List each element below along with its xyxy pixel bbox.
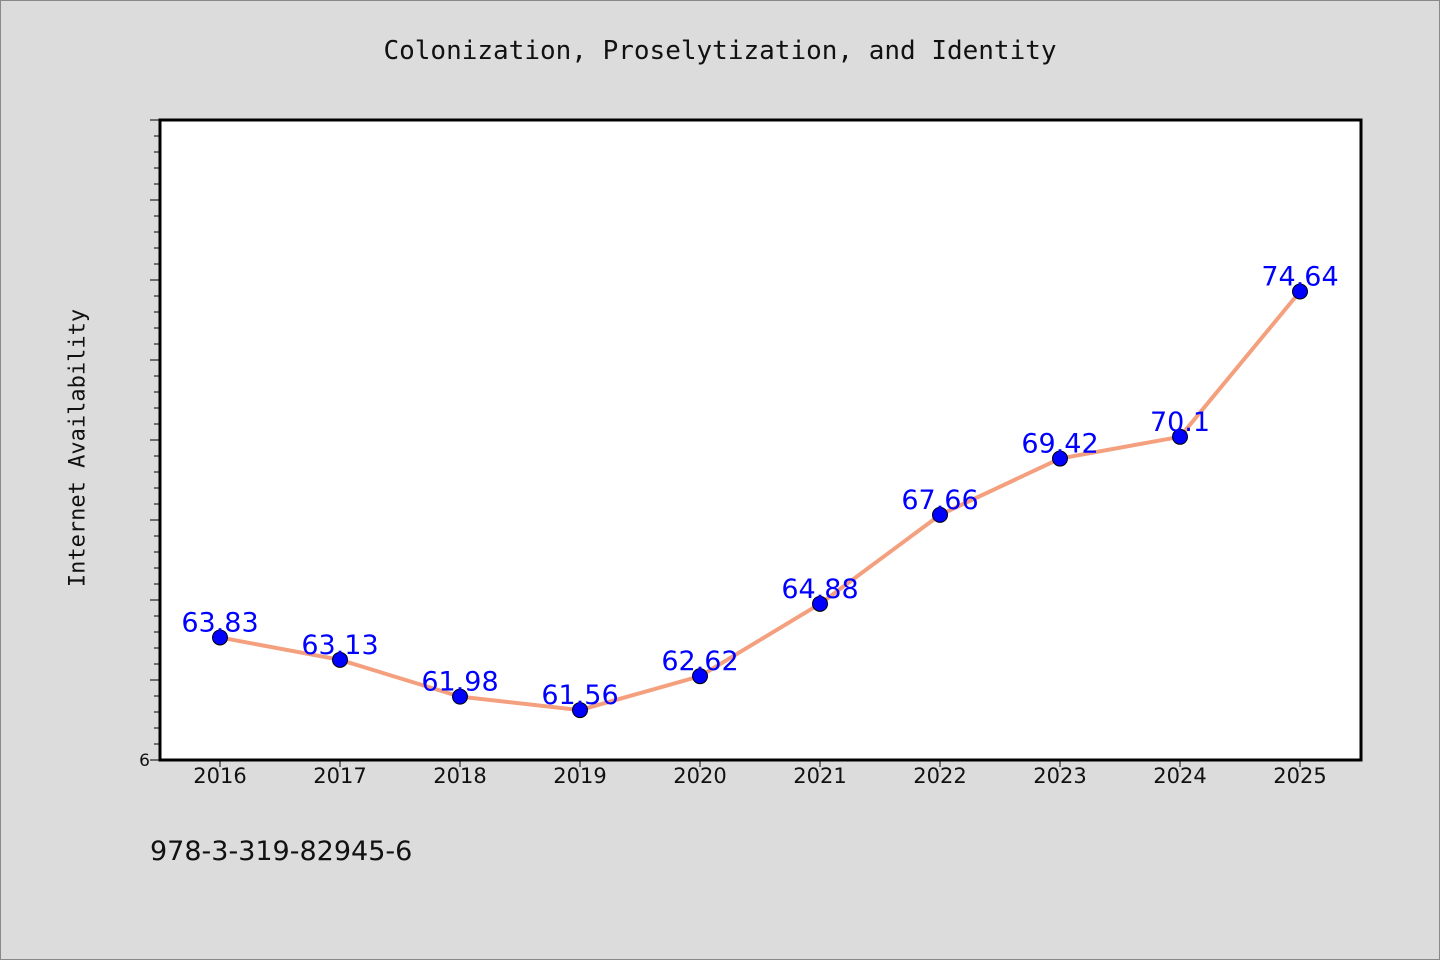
data-label: 63.13 xyxy=(301,630,378,661)
data-point xyxy=(932,506,948,523)
data-point xyxy=(692,668,708,685)
data-label: 74.64 xyxy=(1261,262,1338,293)
data-label: 61.98 xyxy=(421,667,498,698)
data-point xyxy=(332,651,348,668)
data-point xyxy=(1172,428,1188,445)
data-label: 67.66 xyxy=(901,485,978,516)
x-tick-label: 2017 xyxy=(313,764,366,788)
series-line xyxy=(219,290,1302,713)
data-label: 69.42 xyxy=(1021,429,1098,460)
data-label: 62.62 xyxy=(661,646,738,677)
data-point xyxy=(572,702,588,719)
data-point xyxy=(1052,450,1068,467)
x-tick-label: 2016 xyxy=(193,764,246,788)
data-label: 63.83 xyxy=(181,607,258,638)
chart-title: Colonization, Proselytization, and Ident… xyxy=(383,36,1057,66)
data-point xyxy=(1292,283,1308,300)
data-point xyxy=(452,688,468,705)
x-tick-label: 2019 xyxy=(553,764,606,788)
y-tick-label: 6 xyxy=(139,751,150,771)
x-tick-label: 2020 xyxy=(673,764,726,788)
data-label: 64.88 xyxy=(781,574,858,605)
data-label: 61.56 xyxy=(541,680,618,711)
x-tick-label: 2024 xyxy=(1153,764,1206,788)
x-tick-label: 2023 xyxy=(1033,764,1086,788)
x-tick-label: 2018 xyxy=(433,764,486,788)
data-point xyxy=(812,595,828,612)
x-tick-label: 2022 xyxy=(913,764,966,788)
data-label: 70.1 xyxy=(1150,407,1210,438)
x-tick-label: 2021 xyxy=(793,764,846,788)
footer-isbn: 978-3-319-82945-6 xyxy=(150,836,413,867)
data-point xyxy=(212,629,228,646)
x-tick-label: 2025 xyxy=(1273,764,1326,788)
